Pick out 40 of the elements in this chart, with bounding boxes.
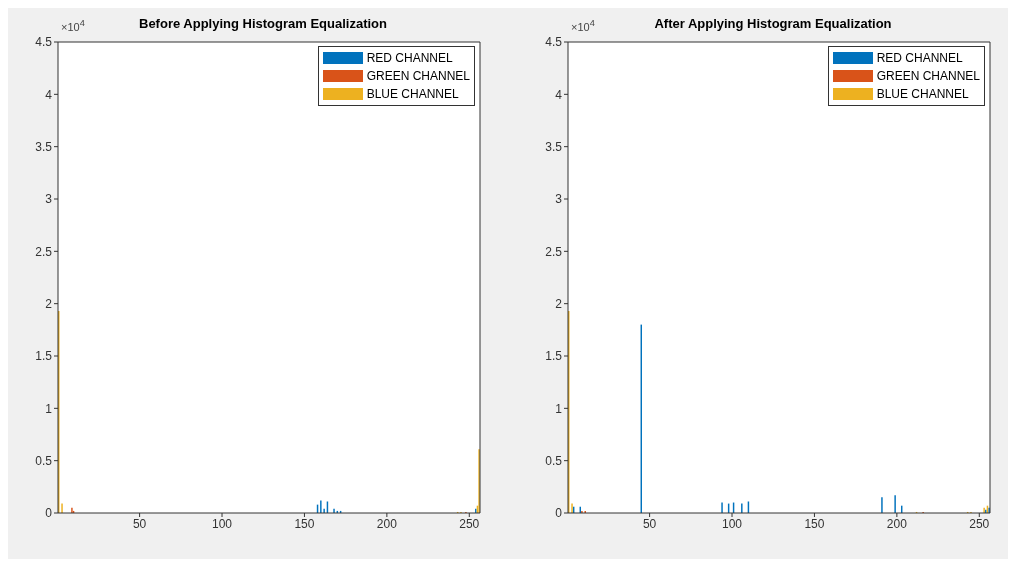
y-tick-label: 0.5 [545, 453, 563, 468]
y-tick-label: 0.5 [35, 453, 53, 468]
legend-label: BLUE CHANNEL [366, 87, 459, 101]
y-tick-label: 3 [555, 192, 563, 207]
x-tick-label: 250 [969, 516, 990, 531]
y-tick-label: 2.5 [35, 244, 53, 259]
y-tick-label: 3.5 [545, 139, 563, 154]
y-tick-label: 4.5 [545, 35, 563, 50]
x-tick-label: 100 [212, 516, 233, 531]
legend-label: GREEN CHANNEL [366, 69, 470, 83]
y-tick-label: 0 [555, 506, 563, 521]
x-tick-label: 50 [132, 516, 147, 531]
y-tick-label: 2 [45, 296, 53, 311]
y-tick-label: 1 [45, 401, 53, 416]
text: ×10$^{4}$ [571, 18, 595, 33]
y-tick-label: 2.5 [545, 244, 563, 259]
x-tick-label: 200 [376, 516, 398, 531]
chart-title: After Applying Histogram Equalization [654, 16, 892, 31]
y-tick-label: 1.5 [545, 349, 563, 364]
legend-label: BLUE CHANNEL [876, 87, 969, 101]
legend-label: RED CHANNEL [366, 51, 453, 65]
x-tick-label: 200 [886, 516, 908, 531]
chart-title: Before Applying Histogram Equalization [139, 16, 387, 31]
text: ×10$^{4}$ [61, 18, 85, 33]
y-tick-label: 3 [45, 192, 53, 207]
y-tick-label: 2 [555, 296, 563, 311]
legend-label: GREEN CHANNEL [876, 69, 980, 83]
legend-label: RED CHANNEL [876, 51, 963, 65]
x-tick-label: 250 [459, 516, 480, 531]
x-tick-label: 150 [294, 516, 315, 531]
y-tick-label: 4.5 [35, 35, 53, 50]
y-tick-label: 3.5 [35, 139, 53, 154]
y-tick-label: 1.5 [35, 349, 53, 364]
y-tick-label: 4 [555, 87, 563, 102]
y-tick-label: 0 [45, 506, 53, 521]
y-tick-label: 4 [45, 87, 53, 102]
y-tick-label: 1 [555, 401, 563, 416]
x-tick-label: 150 [804, 516, 825, 531]
x-tick-label: 100 [722, 516, 743, 531]
x-tick-label: 50 [642, 516, 657, 531]
